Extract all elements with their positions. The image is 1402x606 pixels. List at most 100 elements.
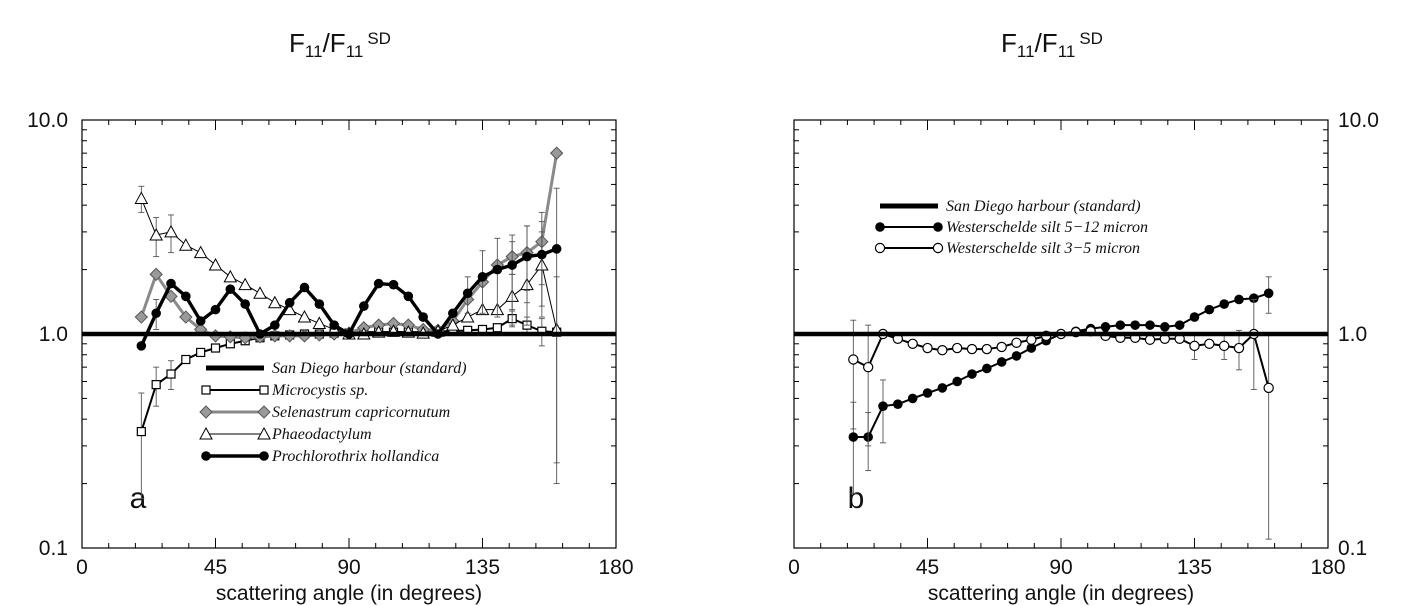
data-point bbox=[937, 383, 948, 393]
data-point bbox=[179, 310, 193, 324]
data-point bbox=[149, 228, 164, 241]
data-point bbox=[996, 357, 1007, 367]
data-point bbox=[1174, 320, 1185, 330]
legend-marker bbox=[259, 451, 269, 461]
data-point bbox=[208, 258, 223, 271]
legend-marker bbox=[257, 426, 271, 440]
data-point bbox=[297, 310, 312, 323]
legend: San Diego harbour (standard) Microcystis … bbox=[199, 360, 467, 465]
data-point bbox=[952, 376, 962, 387]
data-point bbox=[149, 267, 163, 282]
data-point bbox=[966, 343, 978, 355]
data-point bbox=[922, 388, 933, 398]
legend-label: Selenastrum capricornutum bbox=[272, 404, 450, 421]
data-point bbox=[1115, 320, 1126, 330]
data-point bbox=[314, 299, 325, 309]
data-point bbox=[312, 316, 327, 329]
data-point bbox=[223, 269, 238, 283]
data-point bbox=[893, 399, 903, 409]
chart-title: F11/F11SD bbox=[289, 28, 391, 61]
data-point bbox=[166, 278, 176, 289]
legend-marker bbox=[201, 451, 211, 461]
chart-panel-a: F11/F11SD 0 45 90 135 180 0.1 1.0 10.0 scattering… bbox=[27, 28, 633, 605]
data-point bbox=[878, 401, 888, 411]
x-tick-label: 135 bbox=[465, 556, 500, 579]
data-point bbox=[253, 286, 267, 299]
data-point bbox=[549, 146, 564, 160]
y-tick-label: 0.1 bbox=[1338, 537, 1367, 560]
data-point bbox=[134, 191, 149, 204]
x-tick-label: 180 bbox=[598, 556, 633, 579]
data-point bbox=[492, 264, 503, 275]
data-point bbox=[1234, 294, 1244, 305]
data-point bbox=[982, 363, 992, 374]
legend-marker bbox=[257, 405, 271, 419]
data-point bbox=[359, 301, 369, 311]
data-point bbox=[1249, 293, 1259, 303]
series-1 bbox=[848, 276, 1274, 494]
legend-marker bbox=[259, 385, 269, 395]
legend-marker bbox=[199, 405, 213, 419]
data-point bbox=[1145, 320, 1155, 330]
data-point bbox=[1263, 382, 1274, 394]
data-point bbox=[445, 318, 460, 331]
chart-title: F11/F11SD bbox=[1001, 28, 1103, 61]
data-point bbox=[1219, 299, 1229, 309]
data-point bbox=[418, 312, 428, 322]
data-point bbox=[136, 426, 146, 437]
data-point bbox=[329, 320, 339, 330]
data-point bbox=[848, 432, 859, 442]
data-point bbox=[210, 343, 221, 353]
data-point bbox=[1160, 322, 1170, 332]
data-point bbox=[460, 310, 475, 323]
x-tick-label: 180 bbox=[1310, 556, 1345, 579]
data-point bbox=[1100, 322, 1111, 332]
data-point bbox=[1189, 340, 1200, 352]
data-point bbox=[1130, 320, 1140, 330]
data-point bbox=[848, 354, 859, 365]
data-point bbox=[937, 345, 948, 356]
data-point bbox=[951, 342, 963, 354]
x-tick-label: 45 bbox=[204, 556, 227, 579]
series-2 bbox=[848, 299, 1274, 540]
x-tick-label: 45 bbox=[916, 556, 939, 579]
legend-marker bbox=[933, 222, 943, 232]
x-tick-label: 135 bbox=[1177, 556, 1212, 579]
data-point bbox=[181, 354, 191, 365]
data-point bbox=[507, 260, 517, 270]
data-point bbox=[181, 291, 191, 302]
data-point bbox=[1189, 312, 1200, 322]
data-point bbox=[1233, 342, 1245, 354]
x-tick-label: 0 bbox=[788, 556, 800, 579]
data-point bbox=[522, 251, 532, 262]
data-point bbox=[477, 272, 488, 282]
legend-label: Prochlorothrix hollandica bbox=[271, 448, 439, 465]
data-point bbox=[1011, 351, 1022, 361]
data-point bbox=[240, 299, 250, 309]
data-point bbox=[922, 342, 933, 354]
legend-marker bbox=[875, 222, 885, 232]
data-point bbox=[270, 320, 280, 330]
x-tick-label: 0 bbox=[76, 556, 88, 579]
data-point bbox=[1218, 340, 1230, 352]
data-point bbox=[907, 338, 918, 349]
data-point bbox=[551, 244, 562, 254]
y-tick-label: 10.0 bbox=[27, 109, 68, 132]
panel-letter: b bbox=[848, 482, 865, 515]
data-point bbox=[1263, 288, 1274, 299]
data-point bbox=[134, 310, 149, 324]
data-point bbox=[1026, 343, 1037, 353]
y-tick-label: 1.0 bbox=[1338, 323, 1367, 346]
x-axis-label: scattering angle (in degrees) bbox=[216, 582, 482, 605]
legend: San Diego harbour (standard) Westerscheld… bbox=[874, 198, 1148, 257]
legend-marker bbox=[874, 242, 886, 254]
x-axis-label: scattering angle (in degrees) bbox=[928, 582, 1194, 605]
data-point bbox=[164, 224, 178, 238]
data-point bbox=[166, 369, 176, 379]
data-point bbox=[907, 393, 918, 404]
legend-label: Microcystis sp. bbox=[271, 382, 368, 399]
legend-label: San Diego harbour (standard) bbox=[946, 198, 1141, 215]
data-point bbox=[193, 245, 208, 259]
